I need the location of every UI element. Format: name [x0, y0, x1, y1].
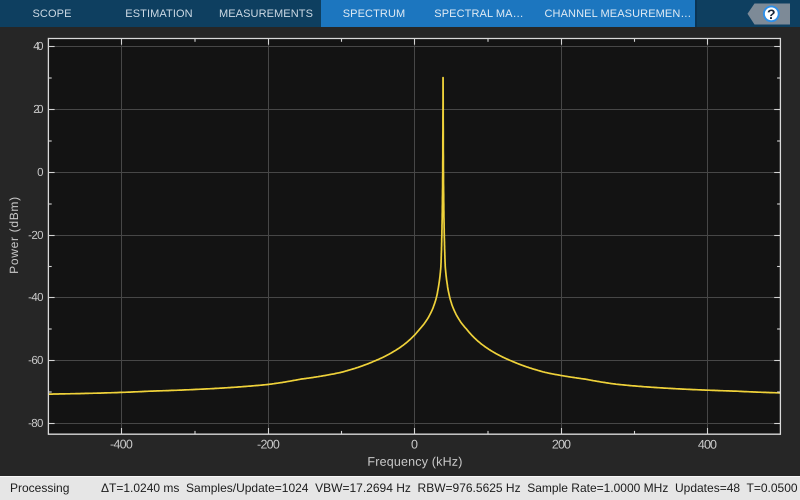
svg-text:40: 40 — [33, 41, 43, 53]
svg-text:20: 20 — [33, 104, 43, 116]
svg-text:0: 0 — [411, 437, 418, 451]
svg-text:400: 400 — [698, 438, 717, 452]
svg-text:-200: -200 — [257, 437, 280, 451]
svg-text:Power (dBm): Power (dBm) — [7, 197, 21, 274]
svg-text:?: ? — [767, 6, 776, 22]
svg-text:-80: -80 — [28, 418, 43, 430]
svg-text:200: 200 — [552, 438, 571, 452]
svg-text:0: 0 — [37, 167, 43, 179]
svg-text:-60: -60 — [28, 355, 43, 367]
svg-text:-20: -20 — [28, 230, 43, 242]
svg-text:-400: -400 — [110, 437, 133, 451]
svg-text:-40: -40 — [28, 292, 43, 304]
svg-text:Frequency (kHz): Frequency (kHz) — [367, 455, 462, 469]
